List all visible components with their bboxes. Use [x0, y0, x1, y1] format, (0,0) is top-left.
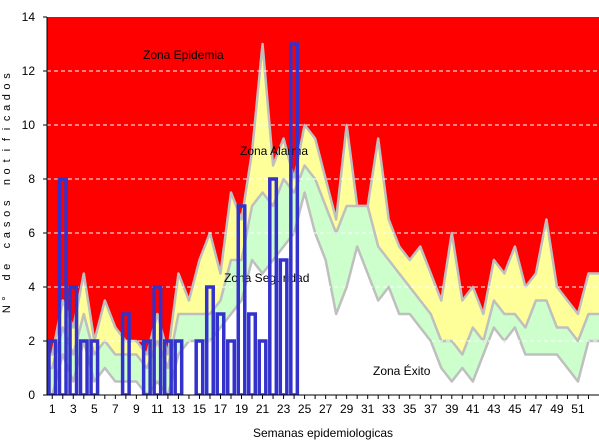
y-axis-title-char: t	[1, 159, 13, 162]
bar-week-13	[173, 339, 184, 395]
bar-week-17	[215, 312, 226, 395]
band-edge-exito	[47, 191, 599, 395]
x-tick-label: 1	[49, 402, 56, 416]
x-tick-label: 11	[151, 402, 164, 416]
y-axis-title-char: s	[1, 221, 13, 227]
bar-week-19	[236, 204, 247, 395]
y-tick-label: 14	[22, 10, 36, 24]
y-ticks: 0 2 4 6 8 10 12 14	[22, 10, 47, 402]
y-axis-title-char: o	[1, 211, 13, 217]
bar-week-21	[257, 339, 268, 395]
gridlines	[47, 70, 599, 342]
y-axis-title-char: d	[1, 274, 13, 280]
bar-week-8	[120, 312, 131, 395]
y-axis-title-char: e	[1, 264, 13, 270]
zone-label-epidemia: Zona Epidemia	[143, 48, 224, 62]
x-tick-label: 5	[91, 402, 98, 416]
bar-week-2	[57, 177, 68, 395]
bar-week-10	[141, 339, 152, 395]
y-axis-title-char: i	[1, 128, 13, 130]
x-tick-label: 49	[550, 402, 564, 416]
bar-week-4	[78, 339, 89, 395]
y-axis-title-char: a	[1, 231, 13, 238]
bar-week-1	[47, 339, 58, 395]
bar-week-12	[162, 339, 173, 395]
bar-week-18	[225, 339, 237, 395]
x-tick-label: 51	[571, 402, 585, 416]
y-axis-title-char: c	[1, 115, 13, 121]
x-tick-label: 39	[445, 402, 459, 416]
bar-week-24	[289, 42, 300, 395]
y-tick-label: 6	[28, 226, 35, 240]
x-tick-label: 27	[319, 402, 333, 416]
y-tick-label: 4	[28, 280, 35, 294]
x-axis-title: Semanas epidemiologicas	[253, 426, 393, 440]
x-tick-label: 29	[340, 402, 354, 416]
y-axis-title-char: N	[1, 305, 13, 313]
bar-week-11	[152, 285, 163, 395]
y-tick-label: 12	[22, 64, 36, 78]
bar-week-20	[247, 312, 258, 395]
bar-week-15	[194, 339, 205, 395]
bar-week-3	[68, 285, 79, 395]
y-axis-title-char: s	[1, 200, 13, 206]
x-tick-label: 9	[133, 402, 140, 416]
y-tick-label: 0	[28, 388, 35, 402]
x-tick-label: 7	[112, 402, 119, 416]
zone-label-exito: Zona Éxito	[373, 363, 431, 378]
x-tick-label: 31	[361, 402, 375, 416]
x-tick-label: 41	[466, 402, 480, 416]
plot-area: Zona Epidemia Zona Alarma Zona Seguridad…	[47, 17, 599, 395]
y-tick-label: 10	[22, 118, 36, 132]
y-axis-title-char: o	[1, 168, 13, 174]
band-edge-seguridad	[47, 164, 599, 370]
x-tick-label: 3	[70, 402, 77, 416]
y-axis-title-char: o	[1, 84, 13, 90]
x-tick-label: 19	[235, 402, 249, 416]
y-axis-title-char: c	[1, 242, 13, 248]
y-tick-label: 8	[28, 172, 35, 186]
bar-week-5	[89, 339, 100, 395]
y-axis-title-char: °	[1, 296, 13, 300]
x-tick-label: 47	[529, 402, 543, 416]
y-axis-title-char: d	[1, 94, 13, 100]
y-axis-title-char: i	[1, 149, 13, 151]
x-tick-label: 23	[277, 402, 291, 416]
x-tick-label: 35	[403, 402, 417, 416]
x-tick-label: 15	[193, 402, 207, 416]
x-tick-label: 17	[214, 402, 228, 416]
x-tick-label: 21	[256, 402, 270, 416]
case-bars	[47, 42, 300, 395]
x-tick-label: 25	[298, 402, 312, 416]
bar-week-23	[278, 258, 289, 395]
x-ticks: 1 3 5 7 9 11 13 15 17 19 21 23 25 27 29 31 33 35 37 39 41 43 4…	[49, 395, 589, 416]
x-tick-label: 37	[424, 402, 438, 416]
y-axis-title-char: s	[1, 73, 13, 79]
x-tick-label: 43	[487, 402, 501, 416]
y-axis-title-char: n	[1, 179, 13, 185]
y-axis-title-char: f	[1, 137, 13, 141]
y-tick-label: 2	[28, 334, 35, 348]
band-exito	[47, 192, 599, 395]
bar-week-22	[268, 177, 279, 395]
x-tick-label: 33	[382, 402, 396, 416]
x-tick-label: 13	[172, 402, 186, 416]
bar-week-16	[204, 285, 215, 395]
x-tick-label: 45	[508, 402, 522, 416]
zone-bands	[47, 17, 599, 395]
y-axis-title-char: a	[1, 104, 13, 111]
